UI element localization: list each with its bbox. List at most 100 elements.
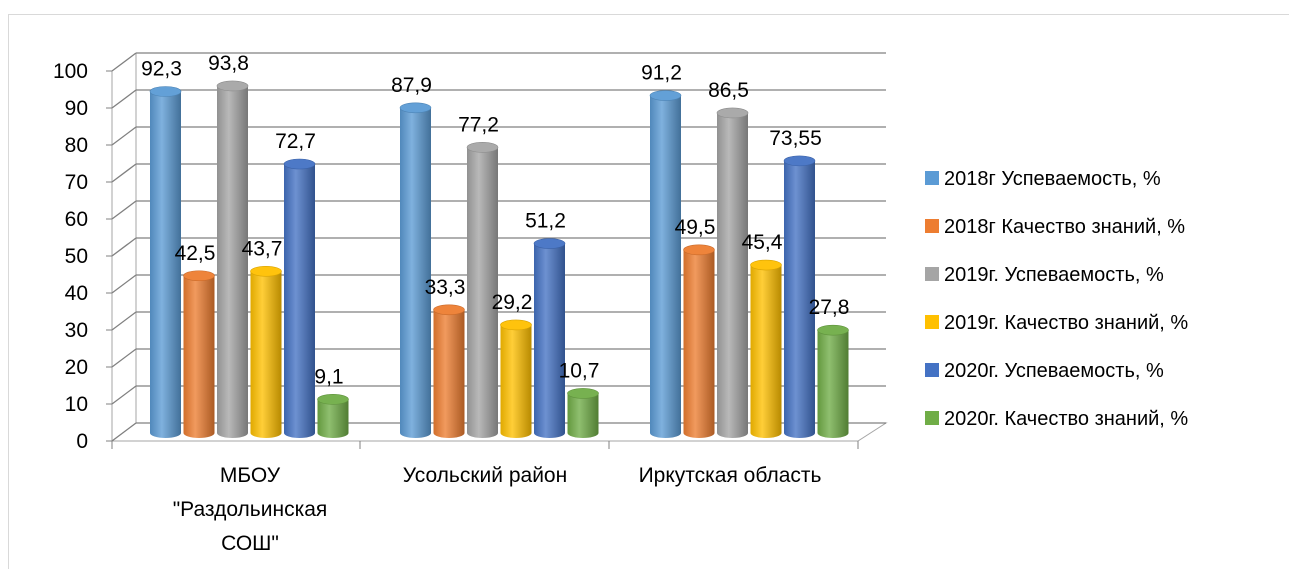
bar-top — [283, 158, 316, 170]
gridline-side — [111, 52, 137, 72]
bar-body — [717, 112, 748, 438]
data-label: 33,3 — [425, 276, 466, 299]
bar — [533, 238, 566, 438]
bar-body — [150, 91, 181, 439]
data-label: 29,2 — [492, 291, 533, 314]
gridline-side — [111, 422, 137, 442]
bar-body — [817, 330, 849, 438]
data-label: 51,2 — [525, 210, 566, 233]
data-label: 9,1 — [314, 365, 343, 388]
data-label: 45,4 — [742, 231, 783, 254]
legend-label: 2019г. Качество знаний, % — [944, 312, 1188, 334]
gridline-side — [111, 348, 137, 368]
legend-item: 2020г. Успеваемость, % — [925, 360, 1164, 382]
x-axis-categories: МБОУ "Раздольинская СОШ" Усольский район Ирк… — [111, 441, 859, 555]
legend: 2018г Успеваемость, % 2018г Качество знан… — [925, 168, 1188, 430]
y-tick-label: 70 — [65, 171, 88, 194]
bar — [466, 142, 499, 439]
bar-top — [317, 394, 349, 405]
bar-body — [683, 249, 715, 438]
bar-body — [467, 147, 498, 439]
bar — [783, 155, 816, 439]
bar-top — [399, 102, 432, 114]
gridline-side — [111, 311, 137, 331]
bar — [649, 90, 682, 438]
data-label: 43,7 — [242, 237, 283, 260]
bar-body — [500, 324, 532, 438]
legend-item: 2020г. Качество знаний, % — [925, 408, 1188, 430]
bar — [149, 86, 182, 439]
bar-top — [716, 107, 749, 119]
bar-body — [534, 243, 565, 438]
category-label: МБОУ "Раздольинская СОШ" — [173, 464, 328, 555]
legend-label: 2019г. Успеваемость, % — [944, 264, 1164, 286]
y-tick-label: 90 — [65, 97, 88, 120]
legend-item: 2019г. Успеваемость, % — [925, 264, 1164, 286]
legend-item: 2018г Качество знаний, % — [925, 216, 1185, 238]
bar-top — [683, 244, 715, 256]
bars — [149, 80, 849, 439]
data-label: 27,8 — [809, 296, 850, 319]
chart-frame — [8, 14, 1289, 569]
bar — [750, 259, 782, 438]
data-label: 91,2 — [641, 62, 682, 85]
bar-body — [250, 271, 282, 438]
y-tick-label: 0 — [76, 430, 88, 453]
legend-label: 2020г. Успеваемость, % — [944, 360, 1164, 382]
bar-top — [750, 259, 782, 271]
y-tick-label: 60 — [65, 208, 88, 231]
category-label: Усольский район — [403, 464, 567, 487]
bar — [500, 319, 532, 438]
legend-swatch — [925, 267, 939, 281]
data-label: 86,5 — [708, 79, 749, 102]
bar-body — [750, 265, 782, 438]
bar-body — [433, 309, 465, 438]
bar — [283, 158, 316, 438]
legend-label: 2020г. Качество знаний, % — [944, 408, 1188, 430]
gridline-side — [111, 200, 137, 220]
bar-top — [433, 304, 465, 316]
data-label: 87,9 — [391, 74, 432, 97]
legend-label: 2018г Успеваемость, % — [944, 168, 1161, 190]
bar — [817, 324, 849, 438]
bar — [317, 394, 349, 438]
legend-swatch — [925, 315, 939, 329]
bar-top — [466, 142, 499, 153]
data-label: 92,3 — [141, 57, 182, 80]
bar — [567, 388, 599, 438]
legend-swatch — [925, 363, 939, 377]
bar-body — [784, 160, 815, 439]
gridline-side — [111, 89, 137, 109]
gridline-side — [111, 237, 137, 257]
y-tick-label: 20 — [65, 356, 88, 379]
data-label: 77,2 — [458, 113, 499, 136]
bar-top — [149, 86, 182, 97]
y-tick-label: 40 — [65, 282, 88, 305]
y-tick-label: 30 — [65, 319, 88, 342]
bar-body — [650, 95, 681, 438]
bar-body — [217, 85, 248, 438]
bar — [433, 304, 465, 438]
legend-item: 2018г Успеваемость, % — [925, 168, 1161, 190]
legend-label: 2018г Качество знаний, % — [944, 216, 1185, 238]
bar — [716, 107, 749, 438]
bar — [183, 270, 215, 438]
bar-top — [649, 90, 682, 101]
bar-top — [567, 388, 599, 399]
bar-body — [284, 164, 315, 438]
data-labels: 92,3 42,5 93,8 43,7 72,7 9,1 87,9 33,3 77,2 29,2 5… — [141, 52, 849, 388]
gridline-side — [111, 163, 137, 183]
bar-body — [567, 393, 599, 438]
legend-swatch — [925, 171, 939, 185]
bar — [683, 244, 715, 438]
bar-body — [183, 275, 215, 438]
bar-top — [183, 270, 215, 282]
data-label: 42,5 — [175, 242, 216, 265]
category-label: Иркутская область — [639, 464, 822, 487]
bar-top — [216, 80, 249, 92]
bar-top — [817, 324, 849, 336]
gridline-side — [111, 126, 137, 146]
data-label: 73,55 — [769, 127, 822, 150]
data-label: 10,7 — [559, 359, 600, 382]
y-tick-label: 50 — [65, 245, 88, 268]
